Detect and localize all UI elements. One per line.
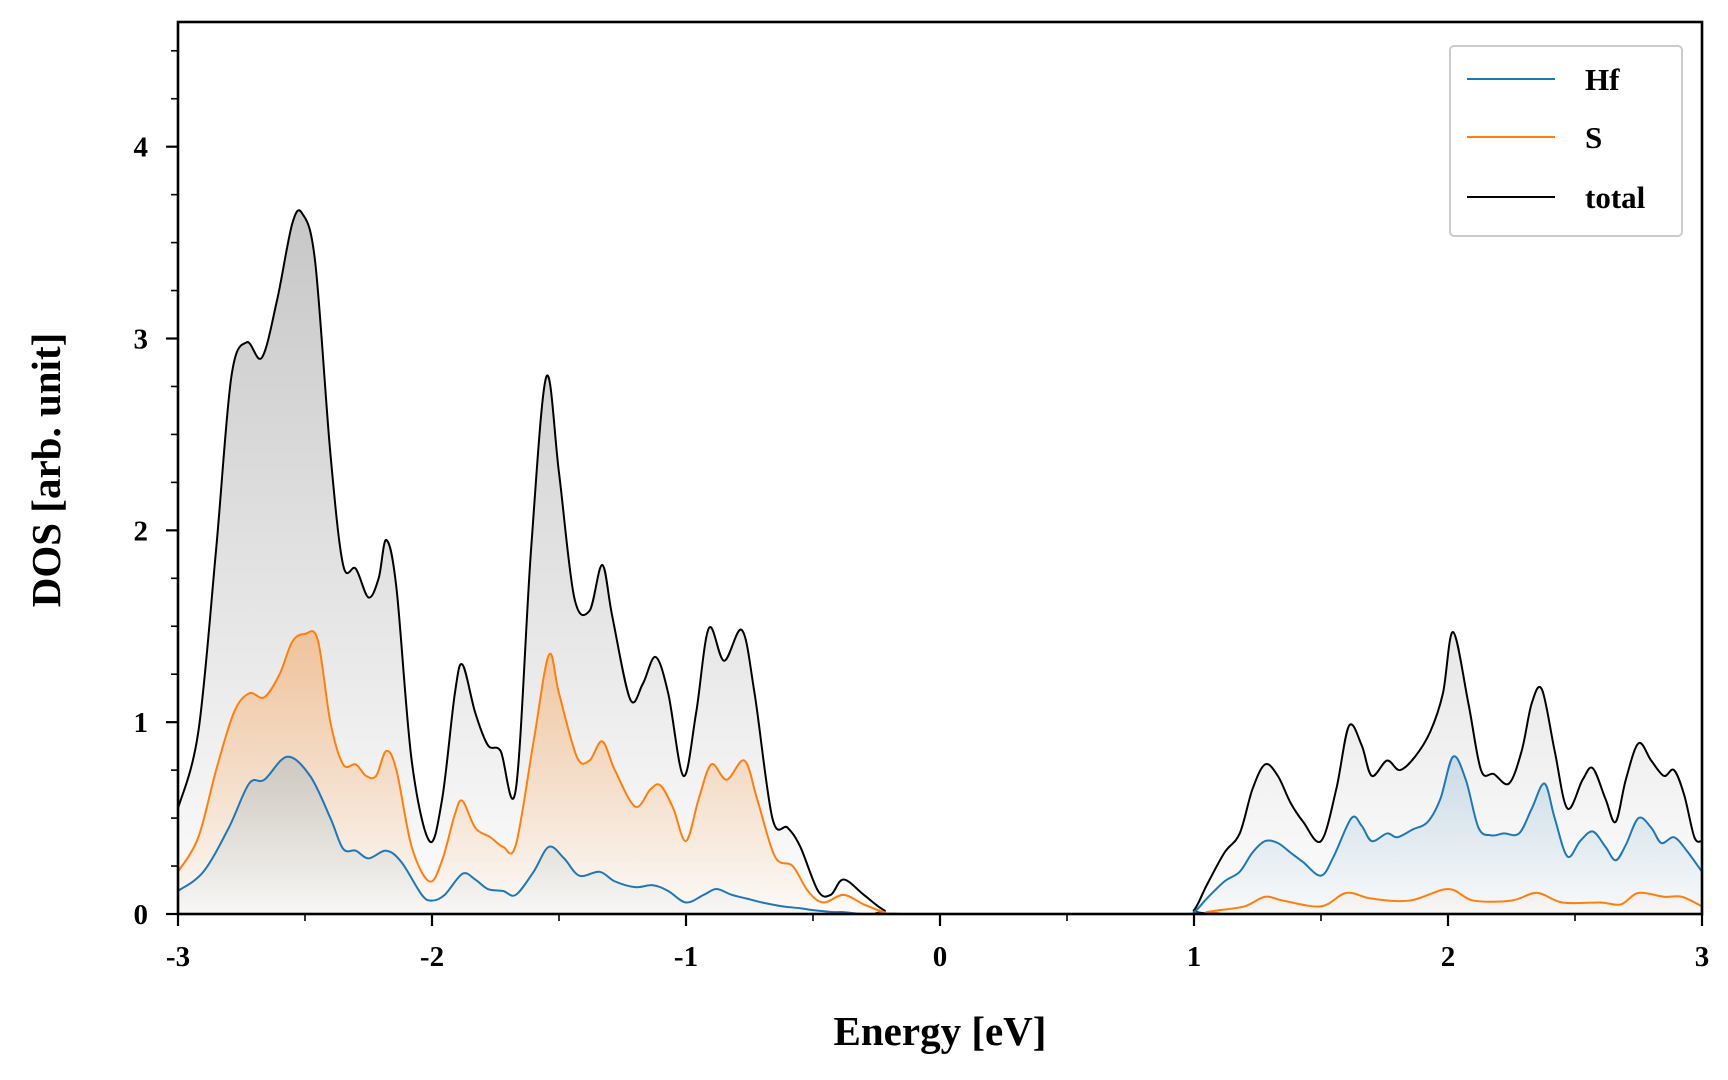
legend-label-s: S	[1585, 120, 1602, 155]
y-axis-title: DOS [arb. unit]	[23, 333, 69, 608]
x-tick-label: 2	[1441, 941, 1456, 973]
x-tick-label: -3	[166, 941, 190, 973]
y-tick-label: 4	[134, 132, 149, 164]
x-axis-title: Energy [eV]	[834, 1008, 1047, 1054]
y-tick-label: 1	[134, 707, 149, 739]
legend: Hf S total	[1449, 45, 1683, 237]
series-line-hf	[178, 755, 1702, 914]
x-tick-label: 1	[1187, 941, 1202, 973]
y-tick-label: 2	[134, 515, 149, 547]
legend-box	[1449, 45, 1683, 237]
x-tick-label: -2	[420, 941, 444, 973]
legend-label-total: total	[1585, 180, 1646, 215]
series-line-total	[178, 209, 1702, 914]
fill-hf	[178, 756, 1702, 914]
fill-s	[178, 631, 1702, 914]
y-tick-label: 3	[134, 324, 149, 356]
x-tick-label: 0	[933, 941, 948, 973]
x-tick-label: -1	[674, 941, 698, 973]
x-tick-label: 3	[1695, 941, 1710, 973]
legend-label-hf: Hf	[1585, 62, 1620, 97]
series-line-s	[178, 630, 1702, 914]
y-tick-label: 0	[134, 899, 149, 931]
